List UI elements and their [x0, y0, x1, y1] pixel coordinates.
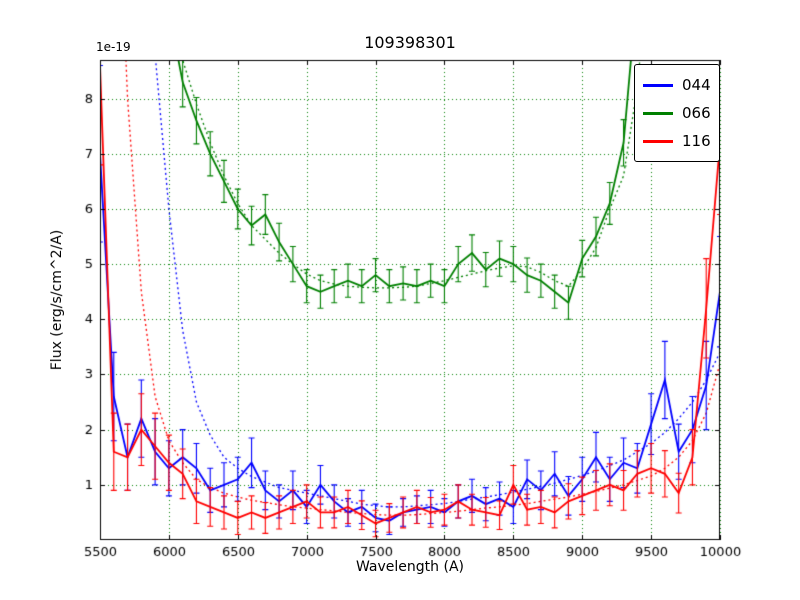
x-axis-label: Wavelength (A) [355, 559, 464, 575]
y-axis-offset-label: 1e-19 [96, 40, 131, 54]
legend-item-066: 066 [643, 99, 711, 127]
legend-line-sample-116 [643, 139, 673, 143]
legend: 044 066 116 [634, 64, 720, 162]
legend-label-044: 044 [682, 75, 711, 94]
legend-line-sample-066 [643, 111, 673, 115]
legend-line-sample-044 [643, 83, 673, 87]
legend-item-116: 116 [643, 127, 711, 155]
legend-label-116: 116 [682, 131, 711, 150]
legend-item-044: 044 [643, 71, 711, 99]
legend-label-066: 066 [682, 103, 711, 122]
chart-title: 109398301 [364, 33, 456, 52]
y-axis-label: Flux (erg/s/cm^2/A) [49, 229, 65, 371]
